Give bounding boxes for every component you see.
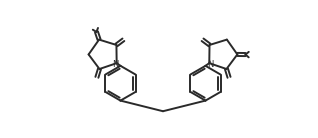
Text: N: N: [207, 60, 213, 69]
Text: N: N: [113, 60, 119, 69]
